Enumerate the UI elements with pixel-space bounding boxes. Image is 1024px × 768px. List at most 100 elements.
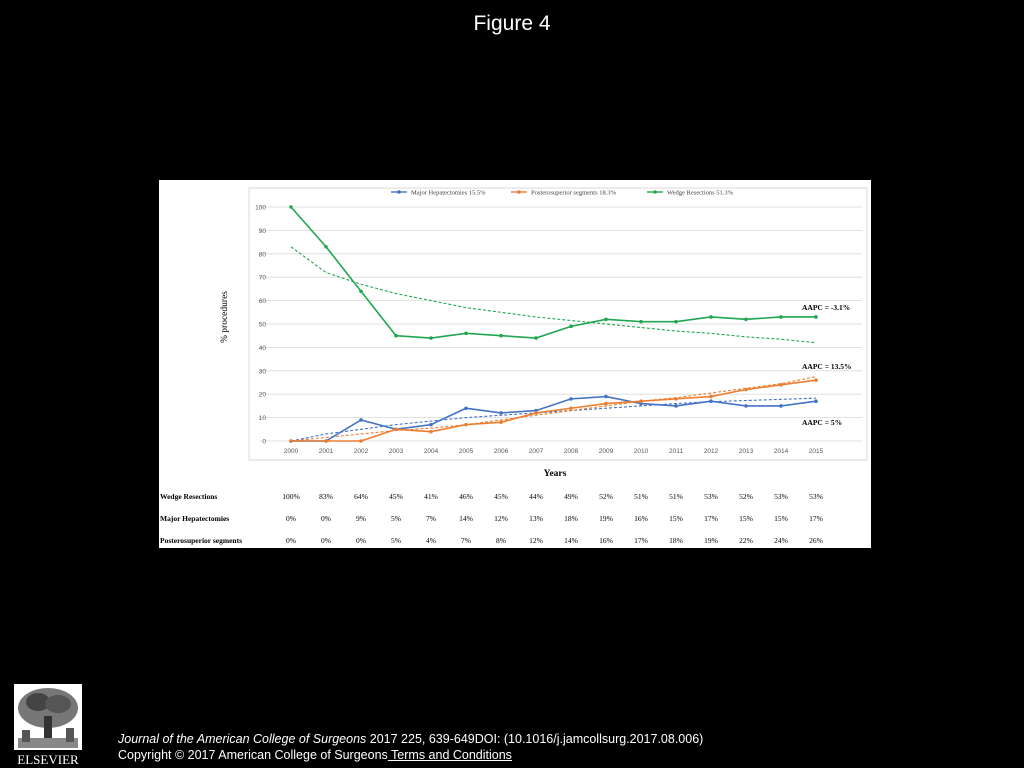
x-tick-label: 2015 (809, 448, 824, 455)
trend-line (290, 246, 817, 344)
data-point (394, 333, 398, 338)
x-tick-label: 2006 (494, 448, 509, 455)
table-cell: 18% (564, 514, 578, 523)
table-cell: 0% (286, 514, 296, 523)
table-cell: 18% (669, 536, 683, 545)
citation-details: 2017 225, 639-649DOI: (10.1016/j.jamcoll… (366, 732, 704, 746)
y-tick-label: 80 (259, 251, 267, 258)
data-point (324, 439, 328, 443)
data-point (289, 439, 293, 443)
series-line (290, 206, 816, 339)
data-point (359, 439, 363, 443)
elsevier-logo: ELSEVIER (14, 684, 82, 766)
y-tick-label: 30 (259, 368, 267, 375)
table-cell: 16% (634, 514, 648, 523)
aapc-label: AAPC = -3.1% (802, 303, 850, 312)
data-point (604, 317, 608, 322)
copyright-text: Copyright © 2017 American College of Sur… (118, 748, 388, 762)
table-cell: 15% (669, 514, 683, 523)
y-tick-label: 10 (259, 415, 267, 422)
table-cell: 0% (286, 536, 296, 545)
data-point (289, 205, 293, 209)
data-point (744, 387, 748, 392)
table-cell: 13% (529, 514, 543, 523)
data-point (464, 422, 468, 427)
aapc-label: AAPC = 13.5% (802, 362, 851, 371)
table-row: Posterosuperior segments 0% 0% 0% 5% 4% 7% 8% 12… (159, 536, 871, 548)
data-point (429, 422, 433, 427)
data-point (324, 244, 328, 249)
table-cell: 83% (319, 492, 333, 501)
data-point (429, 429, 433, 434)
citation-line: Journal of the American College of Surge… (118, 731, 703, 747)
table-cell: 7% (461, 536, 471, 545)
table-cell: 52% (599, 492, 613, 501)
legend-marker (397, 190, 401, 194)
data-point (429, 336, 433, 340)
table-cell: 53% (774, 492, 788, 501)
table-cell: 22% (739, 536, 753, 545)
data-point (499, 333, 503, 338)
table-cell: 19% (599, 514, 613, 523)
line-chart: 0 10 20 30 40 50 60 70 80 90 100 2000 2001 2002 2003 2… (220, 187, 868, 479)
x-tick-label: 2007 (529, 448, 544, 455)
data-point (499, 420, 503, 425)
table-cell: 51% (634, 492, 648, 501)
table-cell: 5% (391, 536, 401, 545)
x-tick-label: 2002 (354, 448, 369, 455)
table-cell: 24% (774, 536, 788, 545)
table-cell: 64% (354, 492, 368, 501)
data-point (674, 397, 678, 401)
table-cell: 4% (426, 536, 436, 545)
series-line (291, 395, 817, 442)
table-cell: 5% (391, 514, 401, 523)
y-tick-label: 40 (259, 345, 267, 352)
data-point (674, 404, 678, 408)
legend-label: Posterosuperior segments 18.3% (531, 190, 617, 197)
data-point (359, 289, 363, 294)
data-point (814, 315, 818, 319)
data-point (744, 317, 748, 322)
table-cell: 16% (599, 536, 613, 545)
x-axis-label: Years (544, 469, 567, 479)
table-cell: 100% (282, 492, 300, 501)
table-cell: 0% (356, 536, 366, 545)
table-cell: 17% (634, 536, 648, 545)
table-cell: 0% (321, 514, 331, 523)
table-cell: 17% (704, 514, 718, 523)
table-cell: 17% (809, 514, 823, 523)
table-cell: 14% (564, 536, 578, 545)
table-cell: 14% (459, 514, 473, 523)
y-tick-label: 70 (259, 275, 267, 282)
data-point (569, 397, 573, 401)
table-cell: 19% (704, 536, 718, 545)
legend-label: Wedge Resections 51.3% (667, 190, 734, 197)
y-tick-label: 90 (259, 228, 267, 235)
x-tick-label: 2008 (564, 448, 579, 455)
table-cell: 8% (496, 536, 506, 545)
x-tick-label: 2005 (459, 448, 474, 455)
table-cell: 12% (529, 536, 543, 545)
data-table: Wedge Resections 100% 83% 64% 45% 41% 46% 45% 44… (159, 490, 871, 548)
data-point (569, 406, 573, 411)
data-point (359, 418, 363, 422)
data-point (814, 378, 818, 382)
legend-marker (653, 190, 657, 194)
y-tick-label: 100 (255, 205, 266, 212)
data-point (534, 336, 538, 340)
table-cell: 9% (356, 514, 366, 523)
table-cell: 45% (389, 492, 403, 501)
data-point (779, 404, 783, 408)
table-row-label: Wedge Resections (160, 492, 218, 501)
series-line (291, 379, 817, 442)
terms-and-conditions-link[interactable]: Terms and Conditions (387, 748, 512, 762)
citation-block: Journal of the American College of Surge… (118, 731, 703, 763)
data-point (744, 404, 748, 408)
data-point (604, 394, 608, 399)
data-point (814, 399, 818, 404)
x-tick-label: 2000 (284, 448, 299, 455)
table-cell: 46% (459, 492, 473, 501)
elsevier-wordmark: ELSEVIER (17, 752, 79, 766)
data-point (709, 394, 713, 399)
x-tick-label: 2009 (599, 448, 614, 455)
